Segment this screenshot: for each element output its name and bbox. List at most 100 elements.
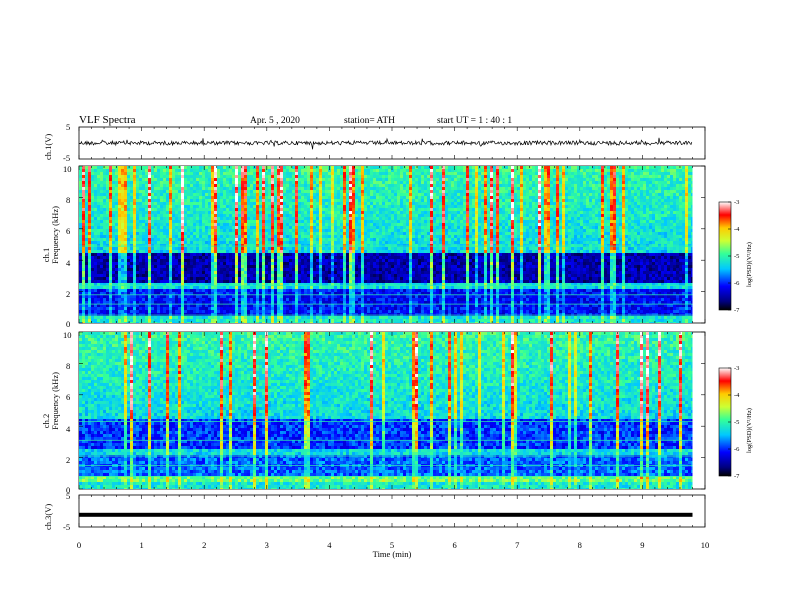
spectrogram-cell: [316, 223, 319, 226]
spectrogram-cell: [109, 316, 112, 319]
spectrogram-cell: [211, 220, 214, 223]
spectrogram-cell: [178, 241, 181, 244]
spectrogram-cell: [322, 283, 325, 286]
spectrogram-cell: [229, 322, 232, 323]
spectrogram-cell: [286, 226, 289, 229]
spectrogram-cell: [268, 268, 271, 271]
spectrogram-cell: [247, 181, 250, 184]
spectrogram-cell: [241, 247, 244, 250]
spectrogram-cell: [178, 244, 181, 247]
spectrogram-cell: [103, 271, 106, 274]
spectrogram-cell: [97, 322, 100, 323]
spectrogram-cell: [124, 253, 127, 256]
ch1-waveform-line: [78, 137, 693, 150]
spectrogram-cell: [91, 304, 94, 307]
spectrogram-cell: [259, 274, 262, 277]
spectrogram-cell: [259, 202, 262, 205]
spectrogram-cell: [310, 178, 313, 181]
spectrogram-cell: [112, 295, 115, 298]
spectrogram-cell: [163, 307, 166, 310]
spectrogram-cell: [334, 280, 337, 283]
spectrogram-cell: [157, 220, 160, 223]
spectrogram-cell: [190, 277, 193, 280]
spectrogram-cell: [220, 244, 223, 247]
spectrogram-cell: [289, 211, 292, 214]
spectrogram-cell: [235, 250, 238, 253]
spectrogram-cell: [142, 232, 145, 235]
spectrogram-cell: [193, 166, 196, 169]
spectrogram-cell: [235, 316, 238, 319]
spectrogram-cell: [139, 175, 142, 178]
spectrogram-cell: [346, 313, 349, 316]
spectrogram-cell: [268, 301, 271, 304]
spectrogram-cell: [253, 247, 256, 250]
spectrogram-cell: [163, 292, 166, 295]
spectrogram-cell: [124, 307, 127, 310]
spectrogram-cell: [268, 265, 271, 268]
spectrogram-cell: [163, 319, 166, 322]
spectrogram-cell: [91, 316, 94, 319]
spectrogram-cell: [142, 319, 145, 322]
spectrogram-cell: [307, 169, 310, 172]
spectrogram-cell: [82, 211, 85, 214]
spectrogram-cell: [124, 301, 127, 304]
spectrogram-cell: [124, 262, 127, 265]
figure-title: VLF Spectra: [79, 114, 136, 126]
spectrogram-cell: [268, 187, 271, 190]
spectrogram-cell: [181, 166, 184, 169]
spectrogram-cell: [271, 250, 274, 253]
spectrogram-cell: [307, 208, 310, 211]
spectrogram-cell: [106, 268, 109, 271]
spectrogram-cell: [313, 277, 316, 280]
spectrogram-cell: [238, 253, 241, 256]
spectrogram-cell: [184, 253, 187, 256]
spectrogram-cell: [127, 310, 130, 313]
spectrogram-cell: [286, 187, 289, 190]
spectrogram-cell: [235, 238, 238, 241]
spectrogram-cell: [139, 307, 142, 310]
spectrogram-cell: [139, 295, 142, 298]
spectrogram-cell: [88, 286, 91, 289]
spectrogram-cell: [244, 232, 247, 235]
spectrogram-cell: [238, 181, 241, 184]
spectrogram-cell: [85, 283, 88, 286]
spectrogram-cell: [280, 298, 283, 301]
spectrogram-cell: [214, 277, 217, 280]
spectrogram-cell: [298, 319, 301, 322]
spectrogram-cell: [277, 244, 280, 247]
spectrogram-cell: [274, 292, 277, 295]
spectrogram-cell: [271, 226, 274, 229]
spectrogram-cell: [241, 259, 244, 262]
spectrogram-cell: [301, 298, 304, 301]
spectrogram-cell: [151, 262, 154, 265]
spectrogram-cell: [262, 226, 265, 229]
spectrogram-cell: [205, 214, 208, 217]
spectrogram-cell: [322, 244, 325, 247]
spectrogram-cell: [277, 226, 280, 229]
spectrogram-cell: [109, 220, 112, 223]
spectrogram-cell: [304, 241, 307, 244]
spectrogram-cell: [223, 196, 226, 199]
spectrogram-cell: [265, 211, 268, 214]
spectrogram-cell: [334, 307, 337, 310]
spectrogram-cell: [283, 214, 286, 217]
spectrogram-cell: [202, 304, 205, 307]
spectrogram-cell: [325, 316, 328, 319]
spectrogram-cell: [286, 244, 289, 247]
spectrogram-cell: [226, 289, 229, 292]
spectrogram-cell: [217, 211, 220, 214]
spectrogram-cell: [292, 172, 295, 175]
spectrogram-cell: [352, 304, 355, 307]
spectrogram-cell: [304, 271, 307, 274]
spectrogram-cell: [247, 316, 250, 319]
spectrogram-cell: [223, 247, 226, 250]
spectrogram-cell: [151, 244, 154, 247]
spectrogram-cell: [214, 247, 217, 250]
spectrogram-cell: [103, 304, 106, 307]
spectrogram-cell: [277, 322, 280, 323]
spectrogram-cell: [139, 274, 142, 277]
spectrogram-cell: [331, 196, 334, 199]
spectrogram-cell: [277, 220, 280, 223]
spectrogram-cell: [307, 178, 310, 181]
spectrogram-cell: [157, 268, 160, 271]
